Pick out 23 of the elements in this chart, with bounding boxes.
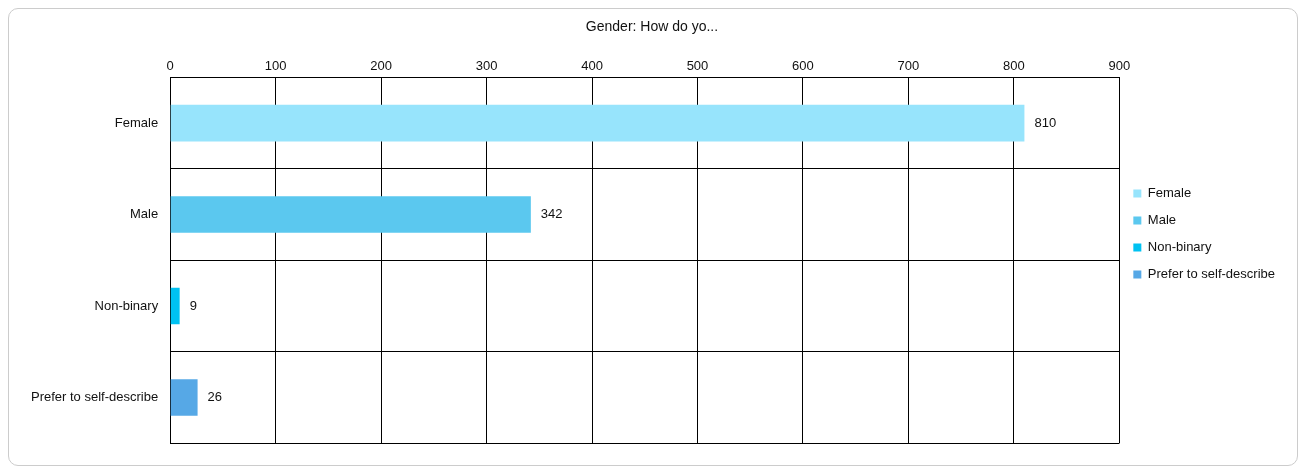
x-tick-label: 200: [370, 58, 392, 74]
y-tick-label: Female: [114, 114, 159, 130]
x-tick-label: 500: [686, 58, 709, 74]
y-tick-label: Prefer to self-describe: [30, 389, 159, 405]
legend-label: Prefer to self-describe: [1147, 266, 1276, 282]
legend-label: Female: [1147, 185, 1192, 201]
x-tick-label: 800: [1003, 58, 1025, 74]
data-label: 9: [189, 297, 197, 313]
data-label: 810: [1034, 114, 1057, 130]
legend-label: Non-binary: [1147, 239, 1212, 255]
legend-label: Male: [1147, 212, 1177, 228]
x-tick-label: 100: [264, 58, 287, 74]
x-tick-label: 900: [1108, 58, 1131, 74]
x-tick-label: 400: [581, 58, 603, 74]
data-label: 26: [207, 389, 223, 405]
x-tick-label: 300: [475, 58, 498, 74]
x-tick-label: 0: [166, 58, 174, 74]
y-tick-label: Male: [129, 206, 159, 222]
x-tick-label: 700: [897, 58, 920, 74]
data-label: 342: [540, 206, 563, 222]
x-tick-label: 600: [792, 58, 814, 74]
y-tick-label: Non-binary: [94, 297, 159, 313]
chart-title: Gender: How do yo...: [585, 18, 719, 35]
